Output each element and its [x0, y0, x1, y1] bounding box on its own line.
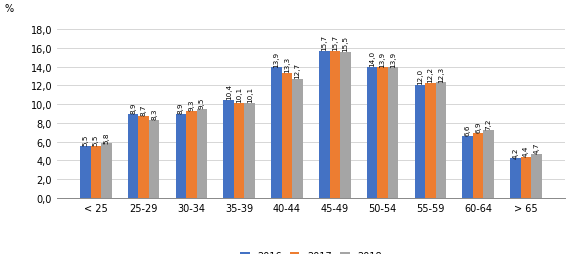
Bar — [329, 51, 340, 198]
Text: 10,4: 10,4 — [226, 84, 232, 100]
Bar — [149, 121, 159, 198]
Text: 12,2: 12,2 — [427, 67, 434, 83]
Bar — [521, 157, 531, 198]
Bar — [138, 117, 149, 198]
Text: 12,7: 12,7 — [295, 62, 300, 78]
Text: 8,7: 8,7 — [141, 104, 147, 116]
Bar — [367, 67, 377, 198]
Text: 10,1: 10,1 — [236, 87, 242, 103]
Text: 6,9: 6,9 — [475, 121, 481, 133]
Bar — [484, 131, 494, 198]
Text: 13,9: 13,9 — [274, 51, 279, 67]
Bar — [510, 159, 521, 198]
Bar — [436, 83, 446, 198]
Text: 8,3: 8,3 — [151, 108, 157, 120]
Bar — [224, 101, 234, 198]
Bar — [80, 147, 90, 198]
Bar — [176, 115, 186, 198]
Bar — [415, 86, 425, 198]
Text: 5,8: 5,8 — [104, 132, 109, 143]
Text: 6,6: 6,6 — [465, 124, 471, 135]
Text: 15,7: 15,7 — [321, 34, 327, 50]
Text: 8,9: 8,9 — [178, 103, 184, 114]
Bar — [388, 68, 398, 198]
Bar — [531, 154, 542, 198]
Bar — [282, 74, 292, 198]
Bar — [425, 84, 436, 198]
Text: 5,5: 5,5 — [83, 134, 88, 146]
Bar — [473, 134, 484, 198]
Text: 9,3: 9,3 — [188, 99, 195, 110]
Text: 8,9: 8,9 — [130, 103, 136, 114]
Bar — [197, 109, 207, 198]
Text: 13,9: 13,9 — [380, 51, 386, 67]
Text: 13,9: 13,9 — [390, 51, 396, 67]
Bar — [292, 80, 303, 198]
Bar — [319, 51, 329, 198]
Bar — [463, 136, 473, 198]
Text: 13,3: 13,3 — [284, 57, 290, 73]
Text: 15,5: 15,5 — [343, 36, 348, 52]
Text: 5,5: 5,5 — [93, 134, 99, 146]
Bar — [271, 68, 282, 198]
Text: 12,0: 12,0 — [417, 69, 423, 85]
Bar — [245, 104, 255, 198]
Text: 7,2: 7,2 — [486, 118, 492, 130]
Bar — [128, 115, 138, 198]
Bar — [234, 104, 245, 198]
Bar — [186, 111, 197, 198]
Legend: 2016, 2017, 2018: 2016, 2017, 2018 — [240, 251, 382, 254]
Bar — [340, 53, 351, 198]
Bar — [101, 144, 112, 198]
Text: 14,0: 14,0 — [369, 50, 375, 66]
Text: 4,7: 4,7 — [534, 142, 539, 153]
Bar — [377, 68, 388, 198]
Text: %: % — [4, 4, 13, 14]
Bar — [90, 147, 101, 198]
Text: 4,4: 4,4 — [523, 145, 529, 156]
Text: 12,3: 12,3 — [438, 66, 444, 82]
Text: 4,2: 4,2 — [513, 147, 518, 158]
Text: 15,7: 15,7 — [332, 34, 338, 50]
Text: 10,1: 10,1 — [247, 87, 253, 103]
Text: 9,5: 9,5 — [199, 97, 205, 108]
